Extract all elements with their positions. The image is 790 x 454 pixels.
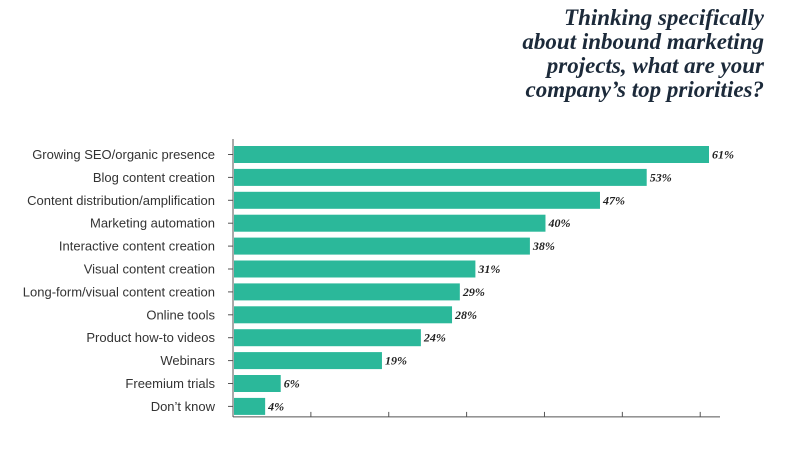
bar xyxy=(234,237,530,255)
data-label: 61% xyxy=(712,148,734,162)
title-line: projects, what are your xyxy=(546,53,764,78)
category-label: Don’t know xyxy=(151,399,216,414)
data-label: 29% xyxy=(462,285,485,299)
category-label: Growing SEO/organic presence xyxy=(32,147,215,162)
bar xyxy=(234,375,281,392)
bar xyxy=(234,352,382,370)
data-label: 6% xyxy=(284,377,300,391)
bar xyxy=(234,214,546,232)
chart-title: Thinking specifically about inbound mark… xyxy=(434,6,764,102)
data-label: 31% xyxy=(477,262,500,276)
bar xyxy=(234,168,647,186)
category-label: Long-form/visual content creation xyxy=(23,284,215,299)
category-label: Interactive content creation xyxy=(59,239,215,254)
bar xyxy=(234,283,460,301)
data-label: 28% xyxy=(454,308,477,322)
bar xyxy=(234,191,600,209)
data-label: 24% xyxy=(423,331,446,345)
category-label: Online tools xyxy=(146,307,215,322)
data-label: 38% xyxy=(532,239,555,253)
data-label: 4% xyxy=(267,399,284,413)
data-label: 40% xyxy=(547,216,570,230)
data-label: 47% xyxy=(602,193,625,207)
title-line: company’s top priorities? xyxy=(525,77,764,102)
data-label: 53% xyxy=(650,170,672,184)
category-label: Freemium trials xyxy=(125,376,215,391)
bar xyxy=(234,306,453,324)
title-line: about inbound marketing xyxy=(522,29,764,54)
data-label: 19% xyxy=(385,354,407,368)
bar xyxy=(234,146,709,163)
category-label: Webinars xyxy=(160,353,215,368)
category-label: Product how-to videos xyxy=(86,330,215,345)
category-label: Marketing automation xyxy=(90,216,215,231)
category-label: Blog content creation xyxy=(93,170,215,185)
title-line: Thinking specifically xyxy=(564,5,764,30)
bar xyxy=(234,397,266,415)
bar xyxy=(234,260,476,278)
bar xyxy=(234,329,421,347)
category-label: Visual content creation xyxy=(84,262,215,277)
category-label: Content distribution/amplification xyxy=(27,193,215,208)
